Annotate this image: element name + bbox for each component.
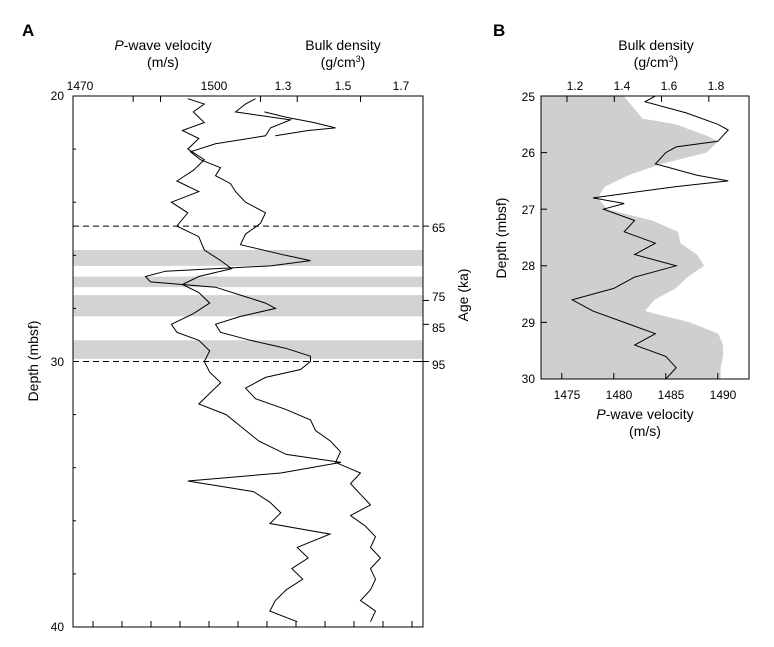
shaded-interval bbox=[73, 276, 423, 288]
panel-a-density-tick-label: 1.3 bbox=[275, 79, 292, 93]
panel-b-density-tick-label: 1.6 bbox=[661, 79, 678, 93]
panel-a-density-units: (g/cm3) bbox=[321, 54, 366, 70]
panel-a-y-tick-label: 40 bbox=[51, 620, 65, 634]
panel-b-density-tick-label: 1.4 bbox=[614, 79, 631, 93]
panel-a-age-tick-label: 75 bbox=[432, 290, 446, 304]
panel-b-shaded-density bbox=[541, 96, 723, 379]
panel-b-ticks bbox=[541, 95, 719, 380]
panel-a-age-tick-label: 85 bbox=[432, 321, 446, 335]
panel-b-y-tick-label: 25 bbox=[522, 90, 536, 104]
panel-a-velocity-units: (m/s) bbox=[147, 54, 179, 70]
velocity-line bbox=[170, 98, 342, 623]
panel-b-y-tick-label: 30 bbox=[522, 372, 536, 386]
shaded-interval bbox=[73, 249, 423, 266]
panel-a-y-tick-label: 20 bbox=[51, 89, 65, 103]
panel-a-density-tick-label: 1.5 bbox=[335, 79, 352, 93]
panel-a-y-tick-label: 30 bbox=[51, 355, 65, 369]
panel-b-density-tick-label: 1.2 bbox=[567, 79, 584, 93]
panel-b-y-tick-label: 28 bbox=[522, 259, 536, 273]
panel-b-density-units: (g/cm3) bbox=[634, 54, 679, 70]
panel-a-series bbox=[144, 98, 382, 623]
panel-b-y-tick-label: 26 bbox=[522, 146, 536, 160]
panel-b-velocity-tick-label: 1490 bbox=[710, 388, 737, 402]
panel-b-density-tick-label: 1.8 bbox=[708, 79, 725, 93]
panel-b-series bbox=[570, 95, 730, 380]
panel-b-velocity-tick-label: 1475 bbox=[554, 388, 581, 402]
velocity-line bbox=[570, 95, 730, 380]
density-shaded-area bbox=[541, 96, 723, 379]
velocity_upper_segment-line bbox=[264, 111, 336, 137]
shaded-interval bbox=[73, 295, 423, 317]
panel-a-y-axis-label: Depth (mbsf) bbox=[25, 321, 41, 402]
panel-b-density-title: Bulk density bbox=[618, 37, 693, 53]
panel-a-velocity-tick-label: 1470 bbox=[67, 79, 94, 93]
panel-a-age-tick-label: 95 bbox=[432, 358, 446, 372]
panel-a-density-title: Bulk density bbox=[305, 37, 380, 53]
panel-b-y-tick-label: 29 bbox=[522, 316, 536, 330]
panel-b-velocity-title: P-wave velocity bbox=[596, 406, 693, 422]
panel-b-velocity-tick-label: 1480 bbox=[606, 388, 633, 402]
panel-a-letter: A bbox=[22, 21, 34, 40]
panel-a-shaded-intervals bbox=[73, 249, 423, 359]
panel-b-y-tick-label: 27 bbox=[522, 203, 536, 217]
panel-a-dashed-lines bbox=[73, 225, 423, 362]
panel-a-density-tick-label: 1.7 bbox=[393, 79, 410, 93]
panel-a-ticks bbox=[73, 95, 429, 628]
shaded-interval bbox=[73, 340, 423, 359]
panel-a-velocity-title: P-wave velocity bbox=[114, 37, 211, 53]
panel-a-velocity-tick-label: 1500 bbox=[201, 79, 228, 93]
panel-b-velocity-units: (m/s) bbox=[629, 423, 661, 439]
panel-a-age-tick-label: 65 bbox=[432, 221, 446, 235]
density-line bbox=[144, 98, 382, 622]
panel-a-age-axis-label: Age (ka) bbox=[455, 269, 471, 322]
panel-b-velocity-tick-label: 1485 bbox=[658, 388, 685, 402]
panel-b-y-axis-label: Depth (mbsf) bbox=[493, 198, 509, 279]
panel-b-letter: B bbox=[493, 21, 505, 40]
panel-b-frame bbox=[540, 95, 750, 380]
